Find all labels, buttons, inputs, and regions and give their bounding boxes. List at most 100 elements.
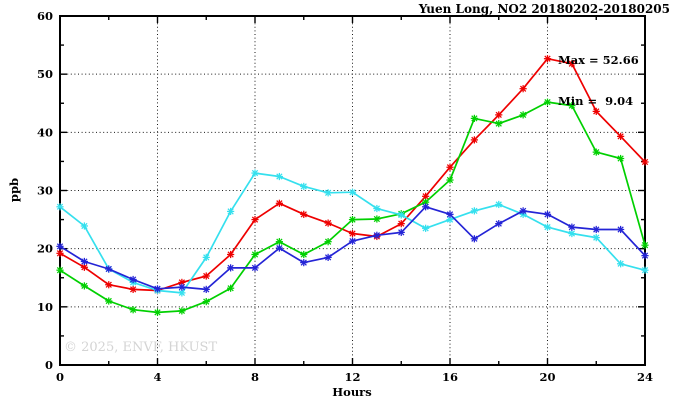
data-point-marker (397, 228, 405, 236)
data-point-marker (568, 229, 576, 238)
data-point-marker (373, 231, 381, 239)
data-point-marker (373, 215, 381, 223)
data-point-marker (324, 189, 332, 197)
y-tick-label: 20 (37, 242, 53, 256)
y-tick-label: 50 (37, 67, 53, 81)
data-point-marker (568, 60, 576, 68)
data-point-marker (641, 158, 649, 166)
data-point-marker (592, 148, 600, 156)
y-tick-label: 30 (37, 184, 53, 198)
data-point-marker (617, 154, 625, 163)
data-point-marker (275, 244, 283, 252)
data-point-marker (251, 264, 259, 272)
x-tick-label: 4 (153, 370, 161, 384)
data-point-marker (56, 249, 64, 257)
data-point-marker (422, 224, 430, 232)
min-value-label: Min = 9.04 (558, 93, 634, 108)
data-point-marker (105, 265, 113, 273)
series-blue (56, 203, 649, 293)
data-point-marker (129, 285, 137, 293)
data-point-marker (56, 242, 64, 250)
data-point-marker (495, 220, 503, 228)
data-point-marker (56, 266, 64, 274)
data-point-marker (80, 257, 88, 266)
data-point-marker (470, 114, 478, 122)
data-point-marker (178, 289, 186, 297)
data-point-marker (495, 111, 503, 119)
data-point-marker (129, 306, 137, 314)
data-point-marker (56, 203, 64, 211)
data-point-marker (300, 250, 308, 259)
data-point-marker (519, 111, 527, 119)
data-point-marker (641, 252, 649, 260)
data-point-marker (397, 211, 405, 219)
x-tick-label: 12 (344, 370, 360, 384)
data-point-marker (617, 132, 625, 141)
data-point-marker (519, 85, 527, 93)
data-point-marker (495, 120, 503, 128)
data-point-marker (470, 136, 478, 144)
data-point-marker (251, 169, 259, 177)
data-point-marker (251, 215, 259, 224)
data-point-marker (397, 220, 405, 228)
data-point-marker (470, 235, 478, 243)
x-tick-label: 20 (539, 370, 555, 384)
axis-ticks (59, 15, 646, 366)
data-point-marker (105, 281, 113, 289)
data-point-marker (202, 272, 210, 280)
watermark: © 2025, ENVF, HKUST (64, 340, 218, 355)
data-point-marker (568, 223, 576, 231)
y-tick-label: 0 (45, 358, 53, 372)
tick-labels: 0 4 8 12 16 20 24 0 10 20 30 40 50 60 (37, 9, 653, 384)
data-point-marker (275, 199, 283, 207)
x-tick-label: 8 (251, 370, 259, 384)
data-point-marker (568, 101, 576, 110)
data-point-marker (178, 307, 186, 315)
data-point-marker (202, 297, 210, 306)
data-point-marker (543, 55, 552, 63)
data-point-marker (275, 238, 283, 246)
x-tick-label: 24 (637, 370, 653, 384)
x-tick-label: 16 (442, 370, 458, 384)
data-point-marker (227, 264, 235, 272)
data-point-marker (153, 285, 162, 293)
data-point-marker (543, 210, 552, 218)
data-point-marker (446, 210, 454, 218)
max-min-annotation: Max = 52.66 Min = 9.04 (558, 27, 639, 135)
y-tick-label: 40 (37, 125, 53, 139)
data-point-marker (324, 219, 332, 227)
data-point-marker (202, 253, 210, 261)
data-point-marker (300, 182, 308, 191)
data-point-marker (300, 210, 308, 218)
data-point-marker (617, 225, 625, 234)
data-point-marker (80, 282, 88, 290)
y-axis-label: ppb (7, 177, 21, 203)
data-point-marker (446, 163, 454, 171)
data-point-marker (324, 253, 332, 261)
max-value-label: Max = 52.66 (558, 53, 639, 67)
data-point-marker (348, 229, 357, 238)
data-point-marker (178, 283, 186, 291)
data-point-marker (153, 308, 162, 317)
data-point-marker (227, 207, 235, 216)
data-point-marker (348, 215, 357, 224)
y-tick-label: 60 (37, 9, 53, 23)
series-green (56, 98, 649, 317)
chart-title: Yuen Long, NO2 20180202-20180205 (418, 2, 670, 16)
data-point-marker (80, 222, 88, 230)
data-point-marker (543, 223, 552, 231)
data-point-marker (543, 98, 552, 106)
data-point-marker (105, 297, 113, 305)
data-point-marker (641, 241, 649, 249)
data-point-marker (617, 260, 625, 268)
data-point-marker (519, 207, 527, 215)
data-point-marker (202, 285, 210, 293)
data-point-marker (373, 204, 381, 213)
data-point-marker (275, 172, 283, 181)
data-point-marker (446, 176, 454, 184)
y-tick-label: 10 (37, 300, 53, 314)
data-point-marker (129, 275, 137, 284)
data-point-marker (470, 207, 478, 215)
